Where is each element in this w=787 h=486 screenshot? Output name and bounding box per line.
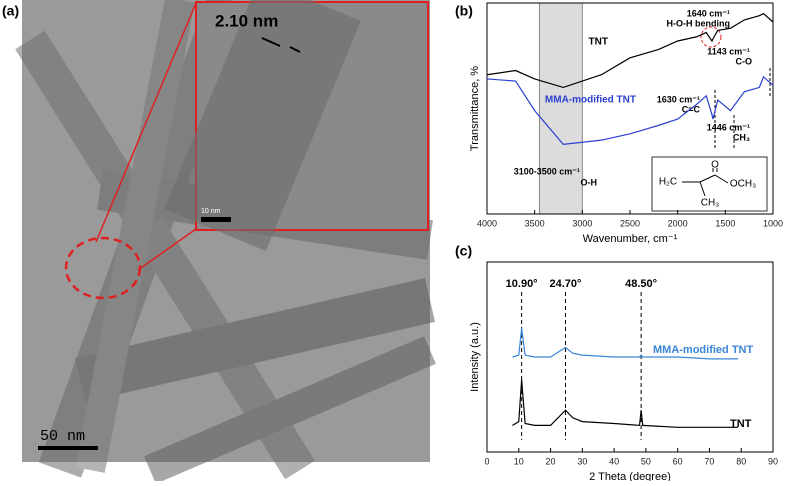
inset-scale-bar: [201, 217, 231, 222]
x-tick-label: 4000: [477, 218, 497, 228]
structure-box: [651, 156, 768, 212]
panel-label: (c): [455, 243, 472, 259]
x-tick-label: 30: [577, 456, 587, 466]
scale-bar: [38, 446, 98, 450]
panel-label: (a): [2, 3, 19, 19]
legend-label: TNT: [730, 418, 752, 430]
zoom-ellipse: [64, 236, 142, 300]
scale-text: 50 nm: [40, 428, 85, 445]
x-tick-label: 90: [768, 456, 778, 466]
annotation: 1143 cm⁻¹: [707, 46, 750, 56]
annotation: C-O: [736, 56, 753, 66]
annotation: 1640 cm⁻¹: [687, 8, 730, 18]
x-tick-label: 3500: [525, 218, 545, 228]
arrows: [261, 37, 301, 53]
x-tick-label: 20: [546, 456, 556, 466]
annotation: 3100-3500 cm⁻¹: [514, 166, 580, 176]
series-line: [486, 75, 774, 146]
x-tick-label: 2000: [668, 218, 688, 228]
annotation: CH₃: [733, 132, 750, 142]
absorption-band: [538, 2, 583, 215]
peak-label: 48.50°: [625, 278, 657, 290]
x-tick-label: 1000: [763, 218, 783, 228]
series-line: [512, 328, 739, 360]
x-tick-label: 60: [673, 456, 683, 466]
inset-scale-text: 10 nm: [201, 208, 221, 215]
legend-label: MMA-modified TNT: [653, 344, 753, 356]
annotation: 1446 cm⁻¹: [707, 122, 750, 132]
zoom-line: [95, 2, 197, 243]
zoom-line: [137, 228, 197, 271]
series-line: [486, 12, 774, 89]
x-tick-label: 80: [736, 456, 746, 466]
inset-tube: [164, 0, 361, 251]
highlight: [700, 26, 722, 48]
peak-label: 10.90°: [506, 278, 538, 290]
inset-label: 2.10 nm: [215, 11, 278, 30]
structure-label: OCH₃: [730, 179, 756, 190]
legend-label: MMA-modified TNT: [545, 95, 636, 106]
structure-label: CH₃: [701, 198, 720, 209]
x-tick-label: 50: [641, 456, 651, 466]
x-tick-label: 40: [609, 456, 619, 466]
structure-label: H₂C: [659, 177, 677, 188]
x-axis-label: 2 Theta (degree): [589, 471, 671, 481]
annotation: H-O-H bending: [667, 18, 731, 28]
x-tick-label: 0: [484, 456, 489, 466]
x-tick-label: 70: [704, 456, 714, 466]
structure-bonds: [682, 168, 729, 197]
x-axis-label: Wavenumber, cm⁻¹: [583, 233, 678, 245]
x-tick-label: 2500: [620, 218, 640, 228]
plot-frame: [486, 261, 774, 453]
panel-label: (b): [455, 3, 473, 19]
x-tick-label: 10: [514, 456, 524, 466]
x-tick-label: 1500: [715, 218, 735, 228]
y-axis-label: Intensity (a.u.): [469, 322, 481, 392]
series-line: [512, 379, 739, 428]
legend-label: TNT: [589, 37, 608, 48]
peak-label: 24.70°: [550, 278, 582, 290]
annotation: O-H: [581, 177, 598, 187]
y-axis-label: Transmittance, %: [469, 66, 481, 151]
tem-panel: (a) 2.10 nm 10 nm 50 nm: [2, 0, 436, 484]
x-tick-label: 3000: [572, 218, 592, 228]
annotation: 1630 cm⁻¹: [657, 94, 700, 104]
structure-label: O: [711, 160, 719, 171]
